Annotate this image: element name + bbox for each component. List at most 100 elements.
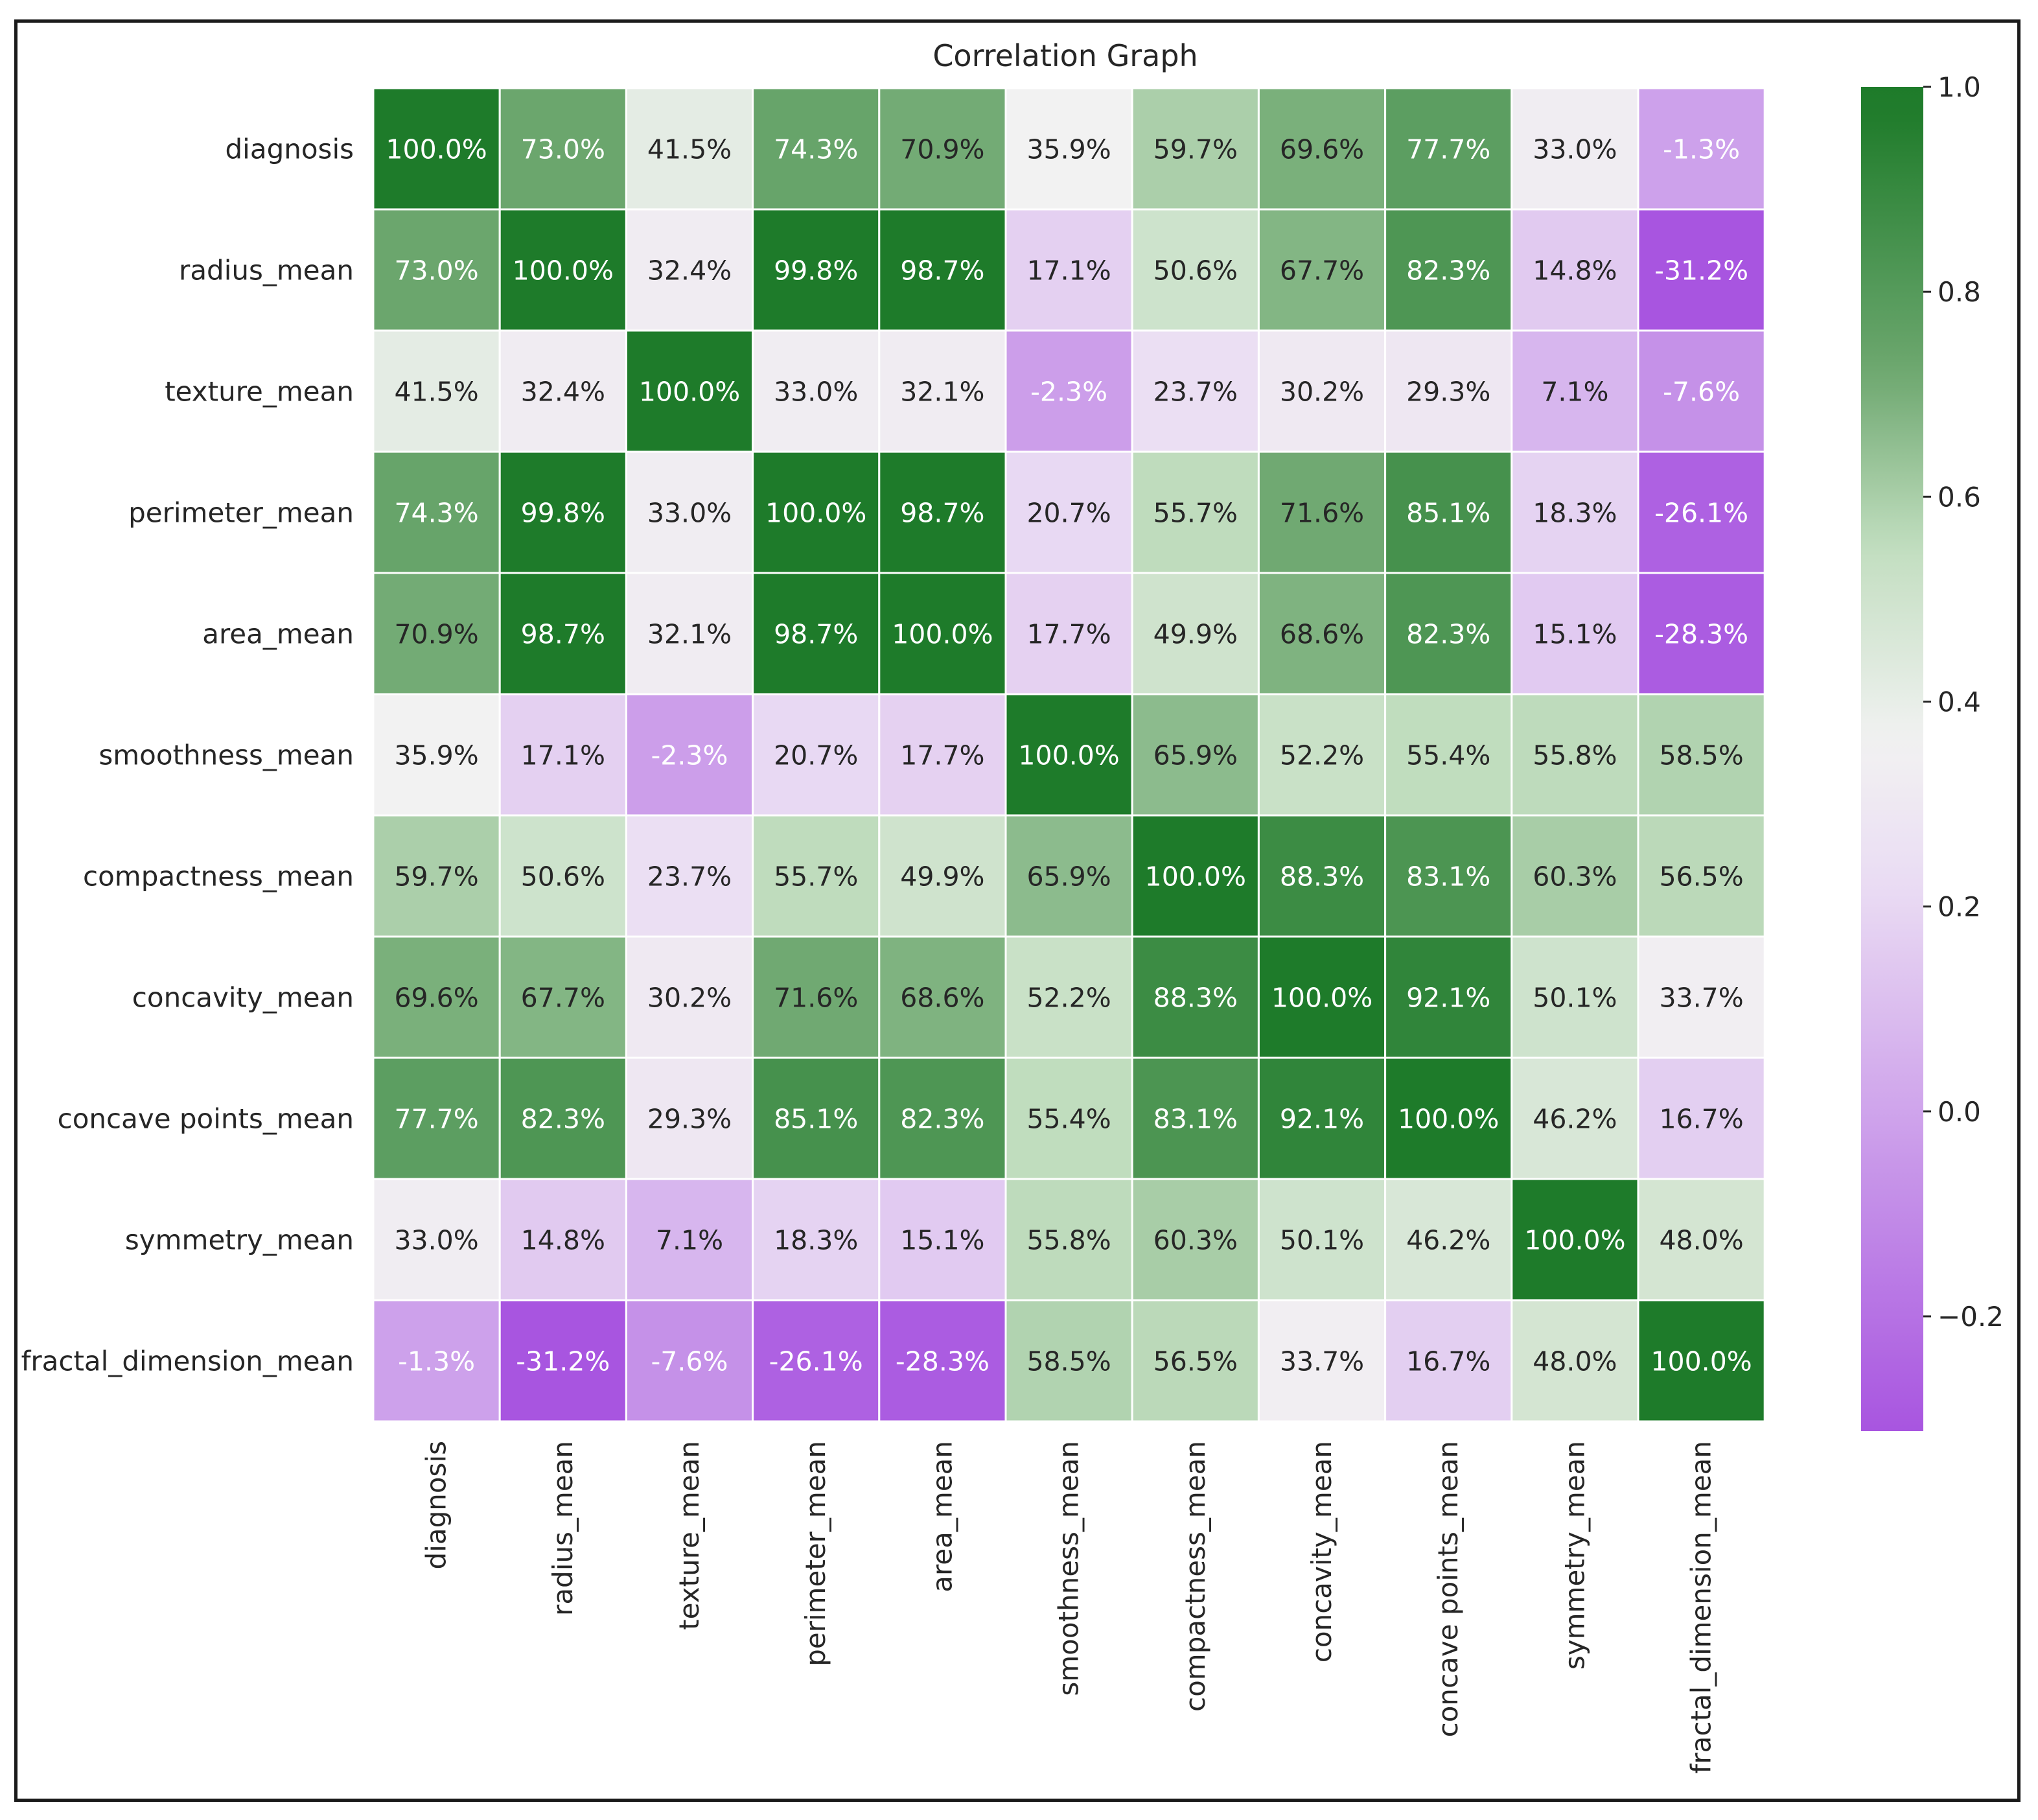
cell-value-label: -7.6% [651,1346,728,1377]
cell-value-label: 100.0% [386,134,487,165]
cell-value-label: 92.1% [1280,1104,1364,1135]
cell-value-label: 41.5% [394,377,478,408]
heatmap-cell [878,1056,1007,1180]
cell-value-label: 18.3% [774,1225,858,1256]
heatmap-cell [625,572,754,695]
cell-value-label: -1.3% [398,1346,475,1377]
cell-value-label: -28.3% [1654,619,1748,650]
heatmap-cell [1257,1178,1387,1301]
cell-value-label: 52.2% [1026,983,1111,1014]
cell-value-label: 56.5% [1659,861,1743,892]
heatmap-cell [878,572,1007,695]
heatmap-cell [1257,814,1387,938]
cell-value-label: -26.1% [1654,498,1748,529]
cell-value-label: 59.7% [394,861,478,892]
y-tick-label: area_mean [202,618,354,650]
y-tick-label: concave points_mean [58,1103,354,1135]
cell-value-label: 100.0% [513,255,614,286]
cell-value-label: 60.3% [1153,1225,1238,1256]
heatmap-cell [878,87,1007,211]
cell-value-label: 50.1% [1533,983,1617,1014]
heatmap-cell [878,814,1007,938]
cell-value-label: 88.3% [1153,983,1238,1014]
heatmap-cell [1384,814,1513,938]
cell-value-label: 60.3% [1533,861,1617,892]
cell-value-label: 99.8% [774,255,858,286]
heatmap-cell [372,814,501,938]
cell-value-label: -31.2% [1654,255,1748,286]
heatmap-cell [498,87,627,211]
heatmap-cell [752,208,881,332]
heatmap-cell [625,87,754,211]
cell-value-label: 71.6% [774,983,858,1014]
cell-value-label: 33.0% [1533,134,1617,165]
y-tick-label: symmetry_mean [125,1224,354,1256]
heatmap-cell [498,814,627,938]
heatmap-cell [625,1178,754,1301]
cell-value-label: 16.7% [1406,1346,1490,1377]
heatmap-cell [1511,208,1639,332]
heatmap-cell [878,935,1007,1059]
cell-value-label: 55.7% [1153,498,1238,529]
heatmap-cell [1257,1056,1387,1180]
cell-value-label: 50.1% [1280,1225,1364,1256]
cell-value-label: 58.5% [1659,740,1743,771]
heatmap-cell [1384,1056,1513,1180]
heatmap-cell [498,208,627,332]
y-tick-label: compactness_mean [83,861,354,892]
cell-value-label: 71.6% [1280,498,1364,529]
cell-value-label: 85.1% [1406,498,1490,529]
colorbar-tick-label: 0.6 [1938,481,1981,513]
cell-value-label: 29.3% [1406,377,1490,408]
x-tick-label: fractal_dimension_mean [1685,1441,1717,1773]
heatmap-cell [498,572,627,695]
cell-value-label: 17.1% [1026,255,1111,286]
cell-value-label: 48.0% [1533,1346,1617,1377]
cell-value-label: 55.4% [1406,740,1490,771]
y-tick-label: concavity_mean [132,982,354,1014]
cell-value-label: 46.2% [1406,1225,1490,1256]
heatmap-cell [1511,1178,1639,1301]
cell-value-label: 100.0% [1524,1225,1625,1256]
heatmap-cell [498,450,627,574]
cell-value-label: -26.1% [769,1346,863,1377]
colorbar-tick-label: 0.8 [1938,276,1981,308]
x-tick-label: texture_mean [673,1441,705,1630]
cell-value-label: 23.7% [647,861,732,892]
cell-value-label: 100.0% [1018,740,1119,771]
heatmap-cell [1004,1056,1133,1180]
y-tick-label: radius_mean [179,255,354,286]
cell-value-label: 65.9% [1026,861,1111,892]
y-tick-label: texture_mean [165,376,354,408]
cell-value-label: 48.0% [1659,1225,1743,1256]
heatmap-cell [1257,208,1387,332]
cell-value-label: 98.7% [774,619,858,650]
cell-value-label: 30.2% [1280,377,1364,408]
heatmap-cell [625,450,754,574]
x-tick-label: area_mean [926,1441,958,1592]
cell-value-label: 17.7% [1026,619,1111,650]
cell-value-label: 67.7% [1280,255,1364,286]
heatmap-cell [1637,1056,1766,1180]
heatmap-cell [498,329,627,453]
cell-value-label: 65.9% [1153,740,1238,771]
heatmap-cell [1257,1299,1387,1423]
cell-value-label: 67.7% [521,983,605,1014]
heatmap-cell [372,87,501,211]
heatmap-cell [878,1299,1007,1423]
x-tick-label: symmetry_mean [1558,1441,1590,1670]
cell-value-label: -2.3% [1030,377,1107,408]
cell-value-label: 7.1% [656,1225,723,1256]
heatmap-cell [878,693,1007,817]
heatmap-cell [1004,935,1133,1059]
colorbar-tick-label: 0.0 [1938,1096,1981,1128]
cell-value-label: 15.1% [1533,619,1617,650]
y-tick-label: diagnosis [226,134,354,165]
heatmap-cell [1637,450,1766,574]
colorbar-tick-label: 0.4 [1938,686,1981,718]
heatmap-cell [625,814,754,938]
heatmap-cell [752,1299,881,1423]
cell-value-label: 100.0% [1145,861,1246,892]
cell-value-label: 100.0% [1398,1104,1499,1135]
